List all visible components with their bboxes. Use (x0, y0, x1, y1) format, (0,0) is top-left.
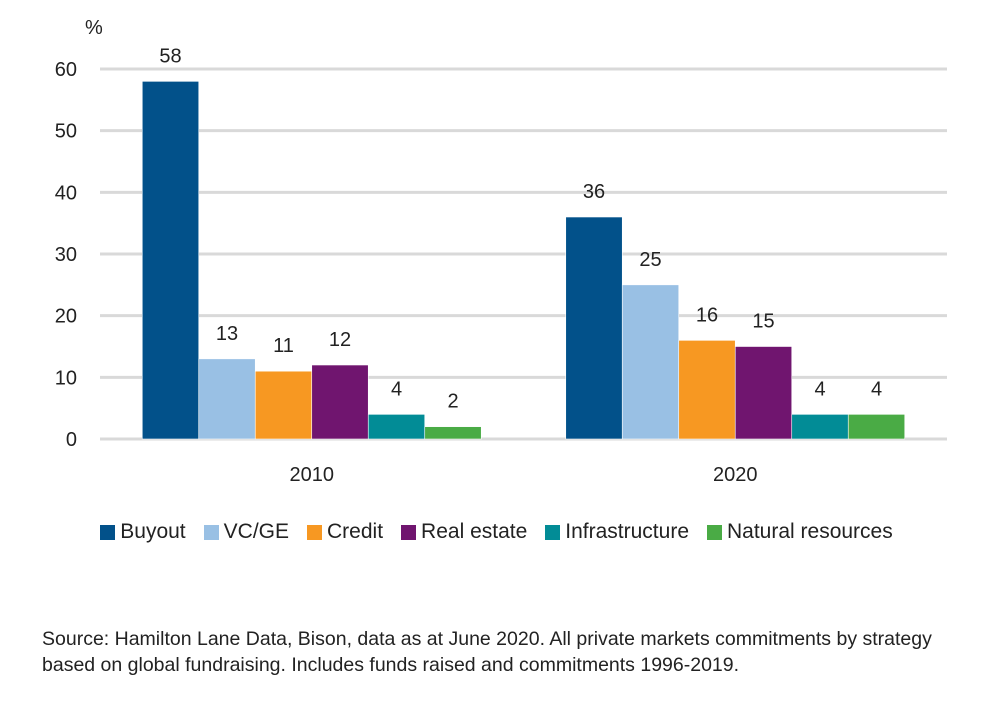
data-labels: 58 13 11 12 4 2 36 25 16 15 4 4 (159, 45, 882, 412)
legend-item: Real estate (401, 520, 527, 544)
data-label: 36 (583, 181, 605, 203)
y-tick-label: 50 (55, 121, 77, 143)
y-tick-label: 30 (55, 244, 77, 266)
bar-vc-ge-2010 (198, 358, 256, 440)
source-note: Source: Hamilton Lane Data, Bison, data … (42, 628, 932, 676)
legend-label: Infrastructure (565, 520, 689, 543)
legend-label: Buyout (120, 520, 186, 543)
legend-item: Infrastructure (545, 520, 689, 544)
legend-label: VC/GE (223, 520, 290, 543)
bar-credit-2020 (678, 340, 736, 440)
legend-swatch (401, 524, 417, 540)
y-tick-label: 0 (66, 429, 77, 451)
data-label: 13 (216, 323, 238, 345)
bar-credit-2010 (254, 370, 313, 440)
bar-natural-resources-2020 (847, 414, 906, 440)
bar-vc-ge-2020 (621, 284, 680, 440)
legend-label: Natural resources (727, 520, 893, 543)
legend-item: Credit (307, 520, 383, 544)
bar-buyout-2010 (141, 81, 200, 440)
bar-infrastructure-2020 (791, 414, 849, 440)
legend: Buyout VC/GE Credit Real estate Infrastructu… (0, 520, 993, 544)
bar-chart: 0 10 20 30 40 50 60 % 58 13 11 12 4 2 36 25 16 15 4 4 201… (55, 17, 947, 486)
legend-label: Credit (327, 520, 384, 543)
legend-item: Natural resources (707, 520, 893, 544)
data-label: 4 (391, 378, 402, 400)
data-label: 2 (447, 391, 458, 413)
legend-item: Buyout (100, 520, 186, 544)
legend-swatch (545, 524, 561, 540)
x-tick-label: 2010 (290, 464, 335, 486)
legend-swatch (707, 524, 722, 540)
legend-swatch (100, 524, 116, 540)
legend-item: VC/GE (203, 520, 290, 544)
bars (141, 81, 906, 440)
y-tick-label: 40 (55, 182, 77, 204)
bar-infrastructure-2010 (367, 414, 426, 440)
data-label: 4 (871, 378, 882, 400)
x-tick-label: 2020 (713, 464, 758, 486)
y-axis-unit-label: % (85, 17, 103, 39)
data-label: 58 (159, 45, 181, 67)
bar-natural-resources-2010 (424, 426, 482, 440)
bar-buyout-2020 (565, 216, 623, 440)
data-label: 25 (639, 249, 661, 271)
data-label: 16 (696, 304, 718, 326)
legend-swatch (203, 524, 219, 540)
bar-real-estate-2010 (311, 364, 369, 440)
data-label: 12 (329, 329, 351, 351)
data-label: 15 (752, 311, 774, 333)
x-axis-ticks: 2010 2020 (290, 464, 758, 486)
data-label: 4 (814, 378, 825, 400)
legend-label: Real estate (421, 520, 528, 543)
y-tick-label: 20 (55, 306, 77, 328)
y-axis-ticks: 0 10 20 30 40 50 60 (55, 59, 77, 451)
data-label: 11 (273, 335, 294, 357)
y-tick-label: 10 (55, 367, 77, 389)
y-tick-label: 60 (55, 59, 77, 81)
bar-real-estate-2020 (734, 346, 793, 440)
legend-swatch (307, 524, 323, 540)
